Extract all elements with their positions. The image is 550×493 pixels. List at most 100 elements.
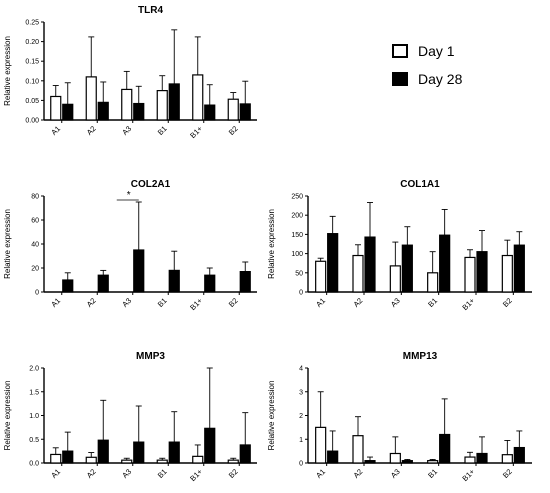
y-tick-label: 0.0 [29, 461, 39, 468]
bar-day28 [204, 274, 216, 293]
bar-day1 [121, 88, 133, 121]
bar-day28 [168, 441, 180, 464]
x-tick-label: A2 [85, 296, 98, 309]
x-tick-label: B1 [156, 124, 169, 137]
chart-title: MMP3 [136, 351, 165, 362]
y-tick-label: 0 [299, 290, 303, 297]
bar-day1 [315, 426, 327, 464]
chart-mmp13: MMP13 Relative expression 0 1 2 3 4 A1 A2 A3 B1 B1+… [267, 351, 532, 483]
significance-star: * [127, 190, 131, 201]
chart-title: TLR4 [138, 5, 163, 16]
y-tick-label: 0.05 [25, 98, 39, 105]
x-tick-label: B1+ [460, 467, 476, 483]
x-tick-label: B1+ [188, 124, 204, 140]
bar-day1 [192, 74, 204, 121]
x-tick-label: A2 [352, 467, 365, 480]
y-tick-label: 1.5 [29, 389, 39, 396]
x-tick-label: B1+ [460, 296, 476, 312]
y-tick-label: 40 [31, 242, 39, 249]
x-tick-label: B2 [227, 124, 240, 137]
legend-item-day1: Day 1 [392, 40, 462, 62]
chart-col2a1: COL2A1 Relative expression 0 20 40 60 80 A1 A2 A3… [3, 179, 257, 312]
bar-day1 [85, 456, 97, 464]
y-tick-label: 2.0 [29, 366, 39, 373]
chart-title: MMP13 [403, 351, 438, 362]
y-tick-label: 0 [35, 290, 39, 297]
bar-day1 [227, 98, 239, 121]
x-tick-label: A3 [120, 124, 133, 137]
y-tick-label: 1.0 [29, 413, 39, 420]
bar-day1 [156, 459, 168, 464]
bar-day28 [439, 234, 451, 293]
chart-title: COL1A1 [400, 179, 440, 190]
y-tick-label: 0.20 [25, 39, 39, 46]
bar-day1 [389, 265, 401, 293]
bar-day1 [427, 272, 439, 293]
x-tick-label: A2 [85, 467, 98, 480]
bar-day28 [97, 274, 109, 293]
bar-day1 [50, 453, 62, 464]
x-tick-label: B2 [227, 296, 240, 309]
bar-day1 [501, 254, 513, 293]
y-tick-label: 0.10 [25, 78, 39, 85]
x-tick-label: A2 [352, 296, 365, 309]
bar-day1 [352, 435, 364, 464]
chart-title: COL2A1 [131, 179, 171, 190]
bar-day28 [62, 103, 74, 121]
y-tick-label: 4 [299, 366, 303, 373]
y-tick-label: 3 [299, 389, 303, 396]
x-tick-label: B2 [501, 467, 514, 480]
x-tick-label: A1 [49, 467, 62, 480]
y-tick-label: 100 [291, 251, 303, 258]
x-tick-label: B1 [426, 467, 439, 480]
y-tick-label: 2 [299, 413, 303, 420]
y-tick-label: 150 [291, 232, 303, 239]
y-axis-label: Relative expression [3, 209, 12, 279]
bar-day1 [464, 256, 476, 293]
x-tick-label: B1 [426, 296, 439, 309]
y-tick-label: 60 [31, 218, 39, 225]
x-tick-label: A3 [389, 296, 402, 309]
chart-col1a1: COL1A1 Relative expression 0 50 100 150 200 250… [267, 179, 532, 312]
bar-day1 [315, 260, 327, 293]
bar-day28 [239, 444, 251, 464]
bar-day28 [168, 269, 180, 293]
bar-day28 [133, 441, 145, 464]
legend-item-day28: Day 28 [392, 68, 462, 90]
x-tick-label: B2 [501, 296, 514, 309]
y-tick-label: 250 [291, 194, 303, 201]
legend-label-day28: Day 28 [418, 71, 463, 87]
bar-day28 [97, 439, 109, 464]
x-tick-label: A3 [120, 467, 133, 480]
legend: Day 1 Day 28 [392, 40, 462, 96]
chart-mmp3: MMP3 Relative expression 0.0 0.5 1.0 1.5 2.0 A1… [3, 351, 257, 483]
bar-day1 [50, 95, 62, 121]
y-tick-label: 0.15 [25, 59, 39, 66]
x-tick-label: B2 [227, 467, 240, 480]
chart-tlr4: TLR4 Relative expression 0.00 0.05 0.10 0.15 0… [3, 5, 257, 140]
bar-day1 [352, 254, 364, 293]
bar-day28 [133, 102, 145, 121]
y-tick-label: 0.5 [29, 437, 39, 444]
bar-day28 [97, 101, 109, 121]
x-tick-label: A1 [314, 467, 327, 480]
bar-day28 [476, 452, 488, 464]
bar-day28 [204, 427, 216, 464]
bar-day1 [121, 459, 133, 464]
x-tick-label: B1 [156, 467, 169, 480]
y-tick-label: 200 [291, 213, 303, 220]
y-axis-label: Relative expression [3, 381, 12, 451]
x-tick-label: A2 [85, 124, 98, 137]
bar-day28 [439, 433, 451, 464]
bar-day28 [327, 450, 339, 464]
y-axis-label: Relative expression [3, 36, 12, 106]
bar-day28 [62, 279, 74, 293]
bar-day28 [62, 450, 74, 464]
x-tick-label: B1+ [188, 296, 204, 312]
bar-day28 [133, 249, 145, 293]
bar-day1 [501, 454, 513, 464]
bar-day1 [427, 460, 439, 464]
bar-day28 [204, 104, 216, 121]
legend-swatch-day1 [392, 44, 408, 58]
